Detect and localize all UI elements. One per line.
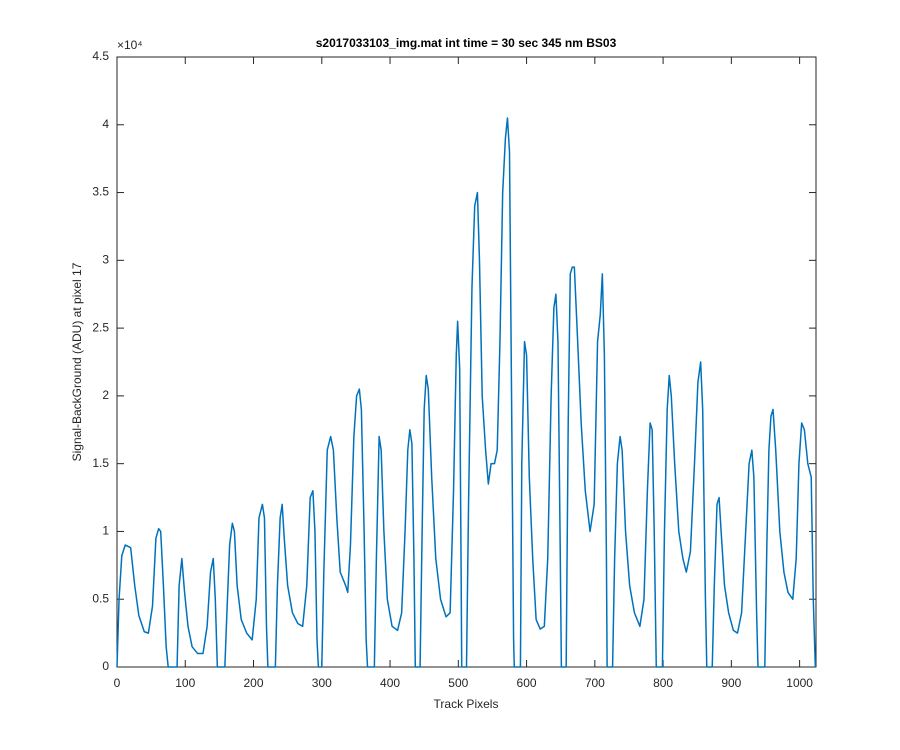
- y-tick-label: 2.5: [92, 320, 109, 334]
- x-tick-label: 700: [585, 676, 605, 690]
- y-exponent: ×10⁴: [117, 38, 143, 52]
- data-line: [116, 117, 817, 668]
- x-tick-label: 0: [114, 676, 121, 690]
- y-tick-label: 1: [102, 524, 109, 538]
- y-tick-label: 4: [102, 117, 109, 131]
- x-tick-label: 500: [448, 676, 468, 690]
- x-tick-label: 600: [517, 676, 537, 690]
- x-tick-label: 200: [244, 676, 264, 690]
- x-axis-label: Track Pixels: [434, 697, 499, 711]
- x-tick-label: 100: [175, 676, 195, 690]
- y-axis-label: Signal-BackGround (ADU) at pixel 17: [70, 262, 84, 461]
- x-tick-label: 300: [312, 676, 332, 690]
- y-tick-label: 3: [102, 253, 109, 267]
- x-tick-label: 900: [721, 676, 741, 690]
- y-tick-label: 0: [102, 659, 109, 673]
- x-tick-label: 400: [380, 676, 400, 690]
- x-tick-label: 1000: [786, 676, 813, 690]
- chart-title: s2017033103_img.mat int time = 30 sec 34…: [316, 36, 617, 50]
- y-tick-label: 3.5: [92, 185, 109, 199]
- y-tick-label: 1.5: [92, 456, 109, 470]
- y-tick-label: 4.5: [92, 49, 109, 63]
- y-tick-label: 2: [102, 388, 109, 402]
- x-tick-label: 800: [653, 676, 673, 690]
- y-tick-label: 0.5: [92, 591, 109, 605]
